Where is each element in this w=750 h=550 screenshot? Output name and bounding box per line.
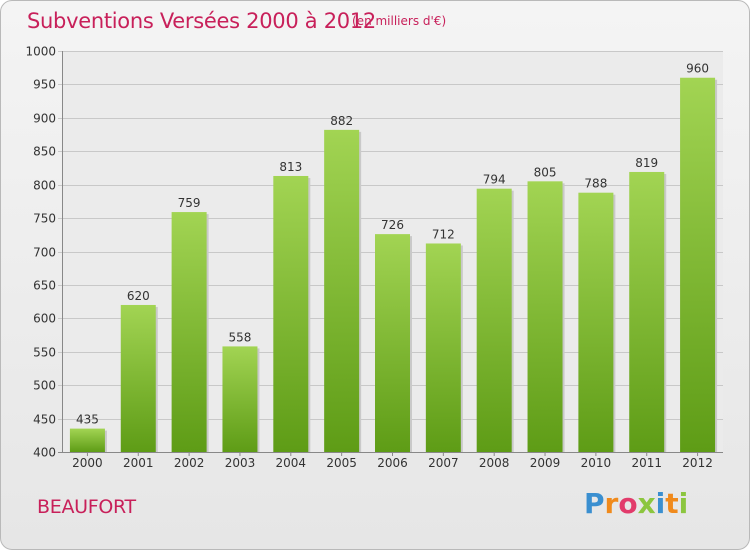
value-label: 726 xyxy=(381,218,404,232)
bar-2003 xyxy=(222,346,258,452)
chart-title: Subventions Versées 2000 à 2012 xyxy=(27,9,376,33)
value-label: 788 xyxy=(584,177,607,191)
logo-letter: i xyxy=(655,487,666,520)
bar-2001 xyxy=(120,304,156,452)
y-tick-label: 650 xyxy=(33,279,56,293)
value-label: 960 xyxy=(686,62,709,76)
value-label: 558 xyxy=(229,330,252,344)
y-tick-label: 550 xyxy=(33,346,56,360)
bar-2010 xyxy=(578,192,614,453)
x-tick-label: 2004 xyxy=(276,456,307,470)
bar-2008 xyxy=(476,188,512,452)
bar-2002 xyxy=(171,212,207,452)
x-tick-label: 2000 xyxy=(72,456,103,470)
y-tick-label: 800 xyxy=(33,179,56,193)
x-tick-label: 2011 xyxy=(631,456,662,470)
labels: 400 450 500 550 600 650 700 750 800 850 900 950 1000… xyxy=(25,45,712,471)
y-tick-label: 900 xyxy=(33,112,56,126)
y-tick-label: 750 xyxy=(33,212,56,226)
bar-2000 xyxy=(69,428,105,452)
value-label: 712 xyxy=(432,227,455,241)
value-label: 794 xyxy=(483,173,506,187)
axes xyxy=(58,51,723,456)
bar-2006 xyxy=(375,234,410,452)
y-tick-label: 1000 xyxy=(25,45,56,59)
value-label: 759 xyxy=(178,196,201,210)
logo-letter: o xyxy=(618,487,638,520)
bar-2007 xyxy=(425,243,461,452)
logo-letter: t xyxy=(665,487,679,520)
logo-letter: i xyxy=(678,487,689,520)
bars xyxy=(69,77,718,453)
x-tick-label: 2001 xyxy=(123,456,154,470)
value-label: 813 xyxy=(279,160,302,174)
x-tick-label: 2009 xyxy=(530,456,561,470)
bar-2012 xyxy=(680,77,716,452)
value-label: 435 xyxy=(76,413,99,427)
y-tick-label: 450 xyxy=(33,413,56,427)
bar-2005 xyxy=(324,129,360,452)
x-tick-label: 2006 xyxy=(377,456,408,470)
y-tick-label: 500 xyxy=(33,379,56,393)
proxiti-logo[interactable]: Proxiti xyxy=(584,487,688,520)
value-label: 882 xyxy=(330,114,353,128)
y-tick-label: 950 xyxy=(33,78,56,92)
value-label: 805 xyxy=(534,165,557,179)
x-tick-label: 2012 xyxy=(682,456,713,470)
x-tick-label: 2005 xyxy=(326,456,357,470)
x-tick-label: 2003 xyxy=(225,456,256,470)
chart-subtitle: (en milliers d'€) xyxy=(352,14,447,28)
commune-name: BEAUFORT xyxy=(37,496,136,518)
logo-letter: P xyxy=(584,487,605,520)
bar-2011 xyxy=(629,171,665,453)
x-tick-label: 2007 xyxy=(428,456,459,470)
x-tick-label: 2010 xyxy=(581,456,612,470)
x-tick-label: 2002 xyxy=(174,456,205,470)
y-tick-label: 700 xyxy=(33,246,56,260)
value-label: 620 xyxy=(127,289,150,303)
y-tick-label: 400 xyxy=(33,446,56,460)
value-label: 819 xyxy=(635,156,658,170)
bar-2009 xyxy=(527,181,563,452)
logo-letter: x xyxy=(637,487,656,520)
y-tick-label: 600 xyxy=(33,312,56,326)
bar-2004 xyxy=(273,175,309,452)
x-tick-label: 2008 xyxy=(479,456,510,470)
y-tick-label: 850 xyxy=(33,145,56,159)
logo-letter: r xyxy=(604,487,619,520)
